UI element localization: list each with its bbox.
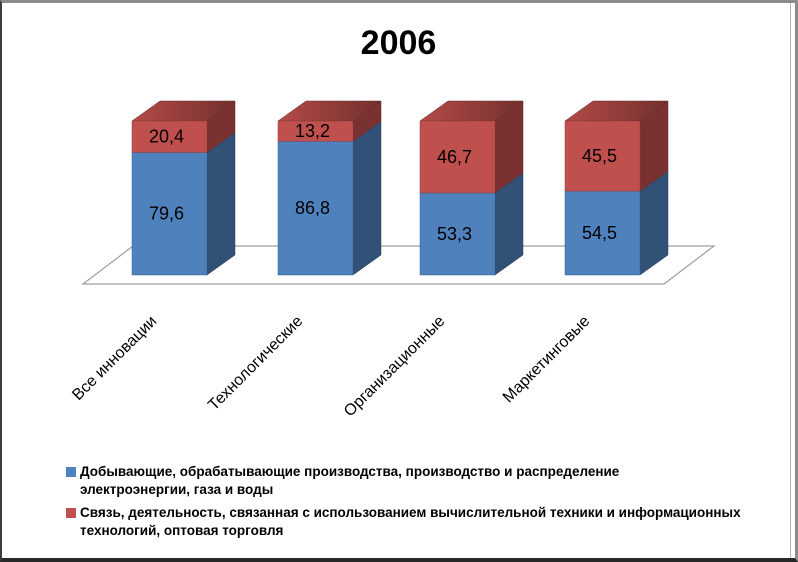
bar-front-face bbox=[131, 120, 208, 153]
value-label: 20,4 bbox=[149, 127, 184, 147]
category-label: Маркетинговые bbox=[500, 313, 594, 407]
bar-front-face bbox=[277, 120, 354, 142]
legend-label-line: Связь, деятельность, связанная с использ… bbox=[80, 505, 741, 520]
bar-front-face bbox=[419, 120, 496, 194]
legend-marker-blue-square bbox=[66, 467, 76, 477]
legend-label-line: электроэнергии, газа и воды bbox=[80, 482, 274, 497]
value-label: 46,7 bbox=[437, 147, 472, 167]
value-label: 79,6 bbox=[149, 204, 184, 224]
chart-object-border bbox=[790, 3, 791, 558]
value-label: 53,3 bbox=[437, 224, 472, 244]
legend-item-communication: Связь, деятельность, связанная с использ… bbox=[66, 504, 772, 540]
value-label: 45,5 bbox=[582, 146, 617, 166]
value-label: 54,5 bbox=[582, 223, 617, 243]
chart-title: 2006 bbox=[360, 24, 437, 62]
category-label: Все инновации bbox=[69, 313, 160, 404]
bar-front-face bbox=[564, 120, 641, 192]
bar-side-face bbox=[206, 131, 236, 276]
legend-marker-red-square bbox=[66, 508, 76, 518]
legend-item-industry: Добывающие, обрабатывающие производства,… bbox=[66, 463, 772, 499]
legend: Добывающие, обрабатывающие производства,… bbox=[66, 463, 772, 545]
legend-label-line: Добывающие, обрабатывающие производства,… bbox=[80, 464, 620, 479]
bar-front-face bbox=[419, 192, 496, 276]
category-label: Организационные bbox=[341, 313, 448, 420]
legend-label-industry: Добывающие, обрабатывающие производства,… bbox=[80, 463, 619, 499]
bar-front-face bbox=[131, 152, 208, 276]
legend-label-communication: Связь, деятельность, связанная с использ… bbox=[80, 504, 741, 540]
value-label: 86,8 bbox=[295, 198, 330, 218]
value-label: 13,2 bbox=[295, 121, 330, 141]
bar-side-face bbox=[352, 120, 382, 276]
plot-floor bbox=[81, 245, 716, 285]
category-label: Технологические bbox=[205, 313, 306, 414]
bar-front-face bbox=[277, 141, 354, 276]
legend-label-line: технологий, оптовая торговля bbox=[80, 523, 284, 538]
bar-front-face bbox=[564, 190, 641, 276]
